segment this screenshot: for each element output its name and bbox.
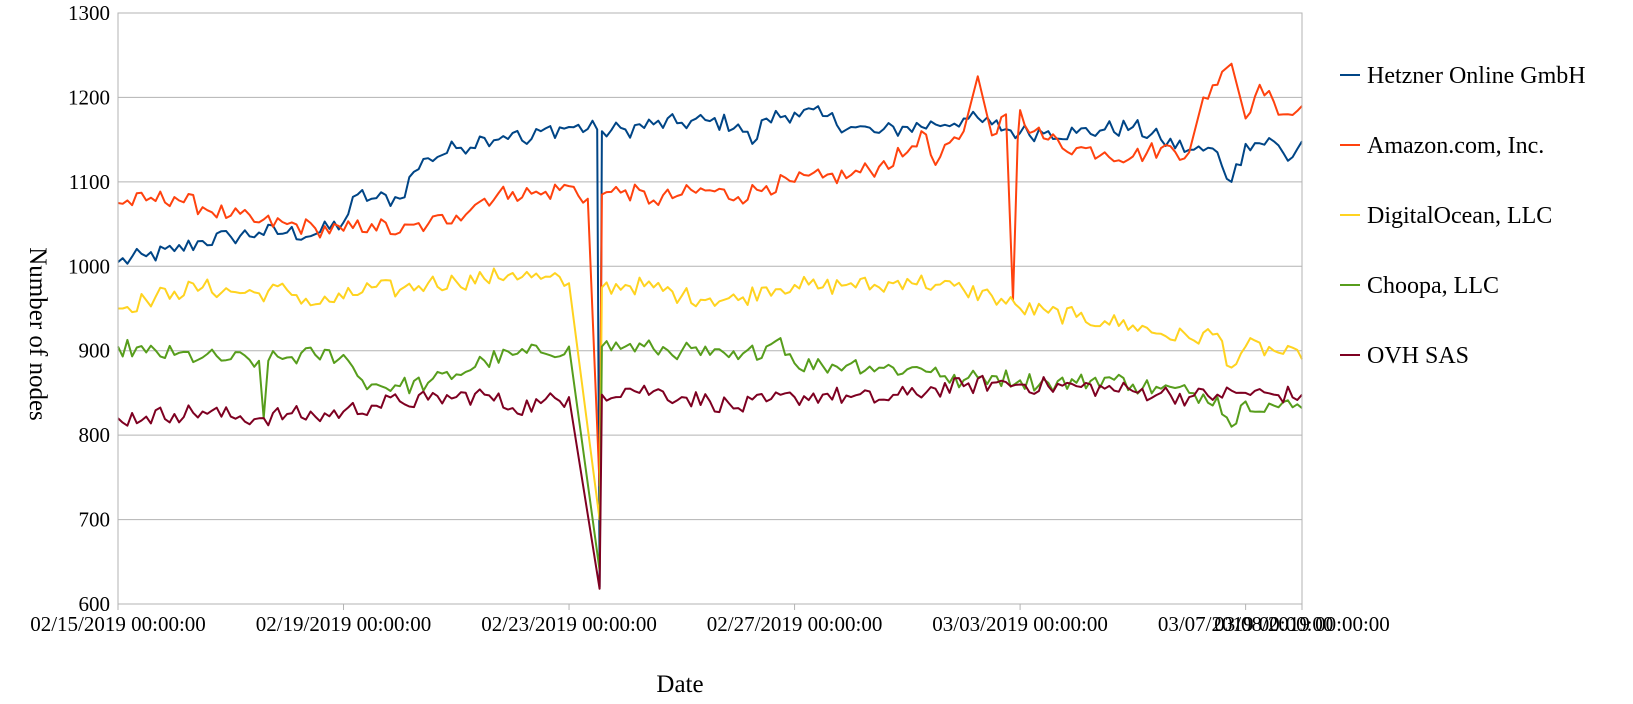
series-line bbox=[117, 105, 1303, 589]
series-lines bbox=[117, 62, 1303, 590]
series-line bbox=[118, 267, 1303, 521]
y-tick-label: 1100 bbox=[69, 170, 110, 194]
series-line bbox=[117, 62, 1303, 487]
y-tick-label: 600 bbox=[79, 592, 111, 616]
x-tick-label: 03/08/2019 00:00:00 bbox=[1214, 612, 1390, 636]
x-axis-title: Date bbox=[656, 671, 703, 698]
y-axis-ticks: 600 700 800 900 1000 1100 1200 1300 bbox=[68, 1, 110, 616]
legend: Hetzner Online GmbH Amazon.com, Inc. Digit… bbox=[1340, 63, 1586, 369]
y-tick-label: 1300 bbox=[68, 1, 110, 25]
x-tick-label: 02/19/2019 00:00:00 bbox=[256, 612, 432, 636]
y-tick-label: 900 bbox=[79, 339, 111, 363]
legend-label: OVH SAS bbox=[1367, 343, 1469, 369]
x-axis-ticks: 02/15/2019 00:00:00 02/19/2019 00:00:00 02… bbox=[30, 612, 1390, 636]
legend-label: Hetzner Online GmbH bbox=[1367, 63, 1586, 89]
series-line bbox=[117, 337, 1303, 572]
y-tick-label: 1200 bbox=[68, 85, 110, 109]
legend-label: Choopa, LLC bbox=[1367, 273, 1499, 299]
legend-label: DigitalOcean, LLC bbox=[1367, 203, 1552, 229]
y-tick-label: 800 bbox=[79, 423, 111, 447]
plot-area-frame bbox=[117, 12, 1303, 605]
x-tick-label: 03/03/2019 00:00:00 bbox=[932, 612, 1108, 636]
series-line bbox=[117, 374, 1303, 590]
y-axis-title: Number of nodes bbox=[24, 247, 51, 421]
x-tick-label: 02/27/2019 00:00:00 bbox=[707, 612, 883, 636]
x-tick-label: 03/07/2019 00:00:00 bbox=[1158, 612, 1334, 636]
gridlines bbox=[117, 12, 1303, 610]
y-tick-label: 1000 bbox=[68, 254, 110, 278]
legend-label: Amazon.com, Inc. bbox=[1367, 133, 1544, 159]
x-tick-label: 02/23/2019 00:00:00 bbox=[481, 612, 657, 636]
x-tick-label: 02/15/2019 00:00:00 bbox=[30, 612, 206, 636]
y-tick-label: 700 bbox=[79, 508, 111, 532]
